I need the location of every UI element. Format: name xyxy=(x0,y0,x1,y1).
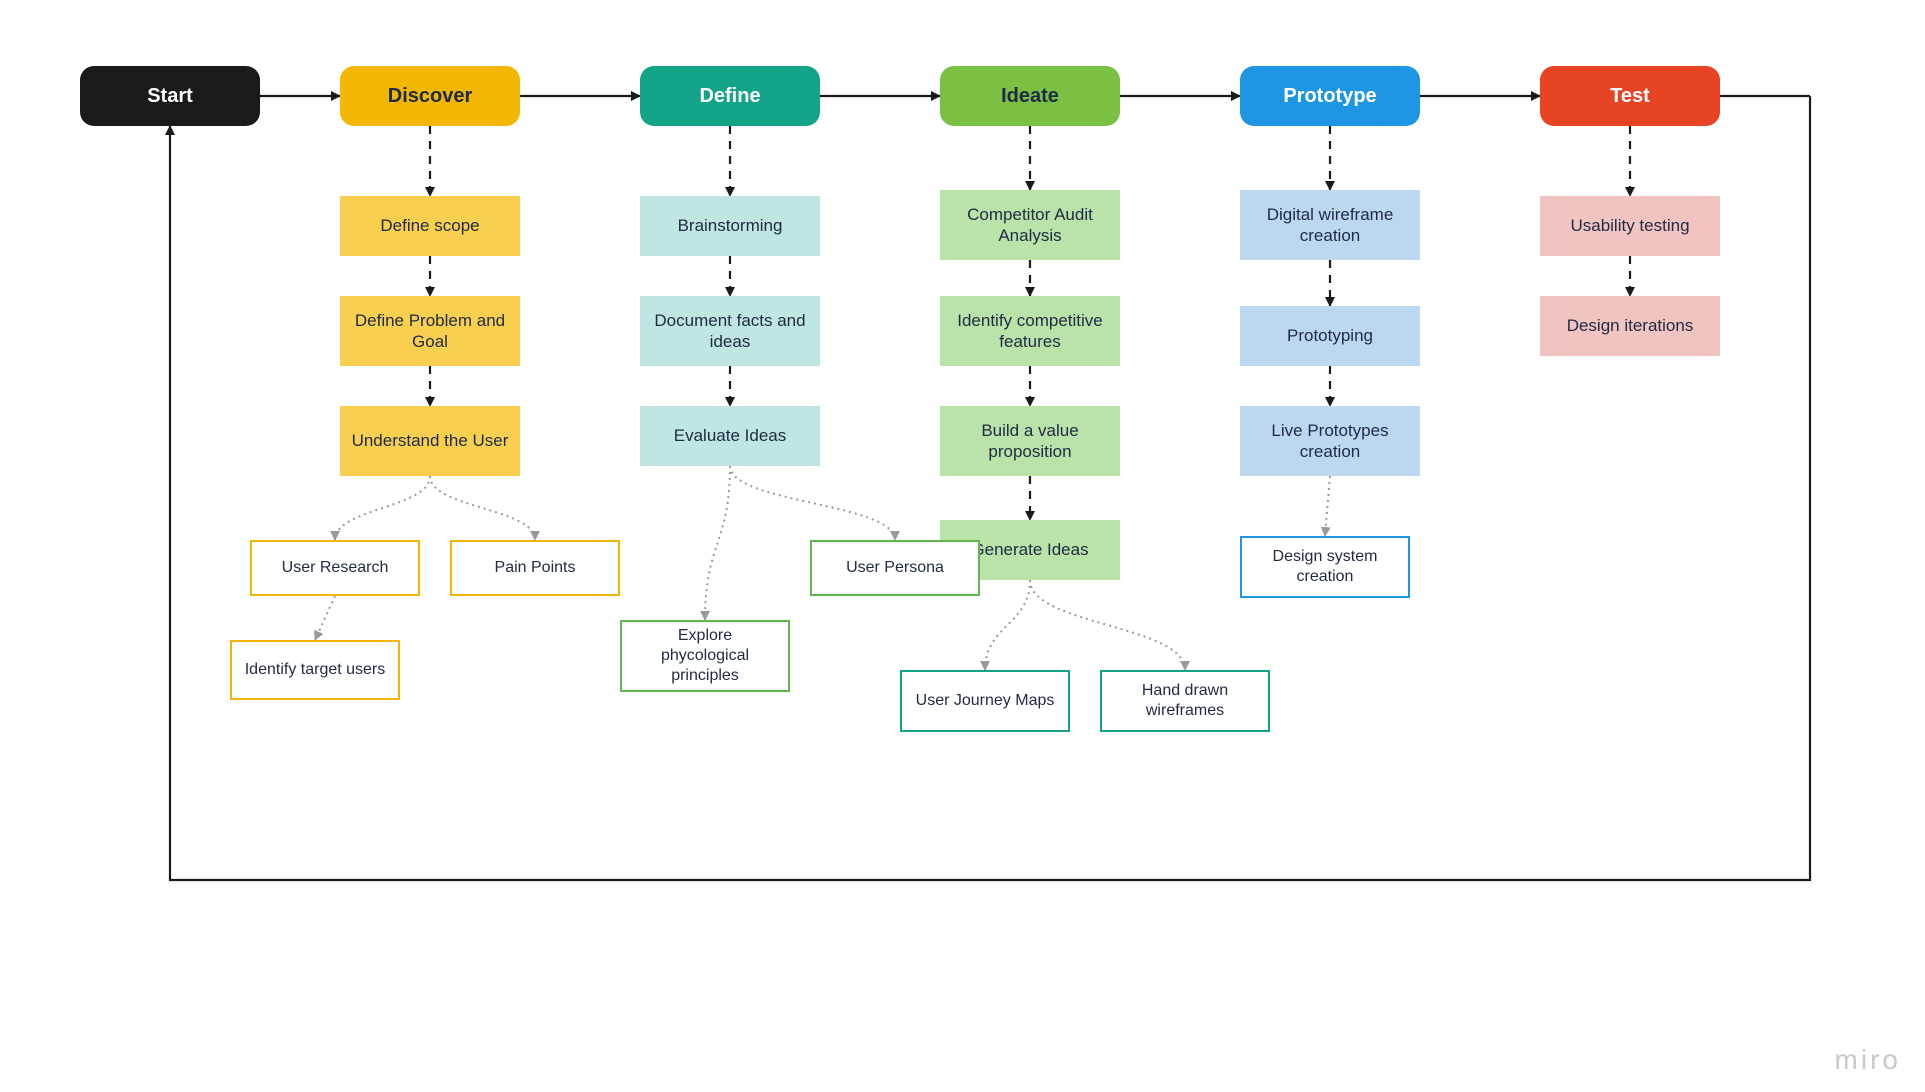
node-p1: Digital wireframe creation xyxy=(1240,190,1420,260)
stage-prototype: Prototype xyxy=(1240,66,1420,126)
node-o_hdw: Hand drawn wireframes xyxy=(1100,670,1270,732)
node-o_up: User Persona xyxy=(810,540,980,596)
node-p3: Live Prototypes creation xyxy=(1240,406,1420,476)
node-d3: Understand the User xyxy=(340,406,520,476)
node-f1: Brainstorming xyxy=(640,196,820,256)
node-f2: Document facts and ideas xyxy=(640,296,820,366)
node-o_ur: User Research xyxy=(250,540,420,596)
watermark: miro xyxy=(1835,1044,1901,1076)
node-o_ep: Explore phycological principles xyxy=(620,620,790,692)
stage-start: Start xyxy=(80,66,260,126)
node-o_pp: Pain Points xyxy=(450,540,620,596)
stage-discover: Discover xyxy=(340,66,520,126)
node-o_ujm: User Journey Maps xyxy=(900,670,1070,732)
node-i2: Identify competitive features xyxy=(940,296,1120,366)
node-t2: Design iterations xyxy=(1540,296,1720,356)
node-i3: Build a value proposition xyxy=(940,406,1120,476)
node-o_dsc: Design system creation xyxy=(1240,536,1410,598)
stage-test: Test xyxy=(1540,66,1720,126)
stage-ideate: Ideate xyxy=(940,66,1120,126)
diagram-stage: miro Start Discover Define Ideate Prototype T… xyxy=(0,0,1925,1092)
stage-define: Define xyxy=(640,66,820,126)
node-d2: Define Problem and Goal xyxy=(340,296,520,366)
node-d1: Define scope xyxy=(340,196,520,256)
node-f3: Evaluate Ideas xyxy=(640,406,820,466)
node-p2: Prototyping xyxy=(1240,306,1420,366)
node-i1: Competitor Audit Analysis xyxy=(940,190,1120,260)
node-o_itu: Identify target users xyxy=(230,640,400,700)
node-t1: Usability testing xyxy=(1540,196,1720,256)
